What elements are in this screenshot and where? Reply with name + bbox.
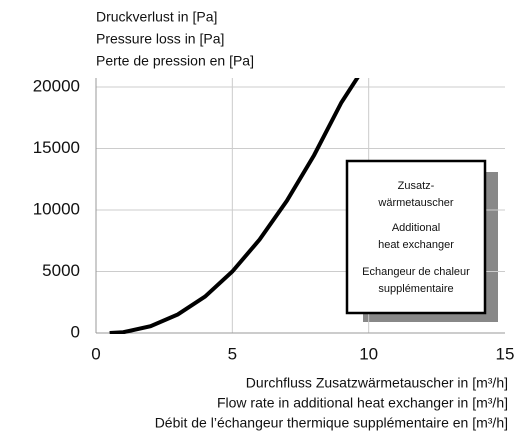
legend <box>345 159 487 315</box>
x-tick-label: 0 <box>91 344 100 363</box>
legend-text: supplémentaire <box>378 283 453 295</box>
legend-text: heat exchanger <box>378 239 454 251</box>
x-axis-title: Débit de l’échangeur thermique supplémen… <box>155 415 508 431</box>
y-tick-label: 20000 <box>33 76 80 95</box>
y-tick-label: 5000 <box>42 261 80 280</box>
y-tick-label: 15000 <box>33 138 80 157</box>
legend-text: Additional <box>392 222 440 234</box>
y-axis-title: Perte de pression en [Pa] <box>96 53 254 69</box>
legend-text: wärmetauscher <box>377 197 454 209</box>
legend-text: Echangeur de chaleur <box>362 266 470 278</box>
x-axis-title: Flow rate in additional heat exchanger i… <box>217 395 508 411</box>
x-tick-label: 15 <box>496 344 515 363</box>
legend-text: Zusatz- <box>398 180 435 192</box>
x-tick-label: 10 <box>359 344 378 363</box>
x-axis-title: Durchfluss Zusatzwärmetauscher in [m³/h] <box>246 375 508 391</box>
y-axis-title: Druckverlust in [Pa] <box>96 9 217 25</box>
y-tick-label: 10000 <box>33 199 80 218</box>
x-tick-label: 5 <box>228 344 237 363</box>
y-axis-title: Pressure loss in [Pa] <box>96 31 224 47</box>
line <box>109 78 360 334</box>
y-tick-label: 0 <box>71 322 80 341</box>
